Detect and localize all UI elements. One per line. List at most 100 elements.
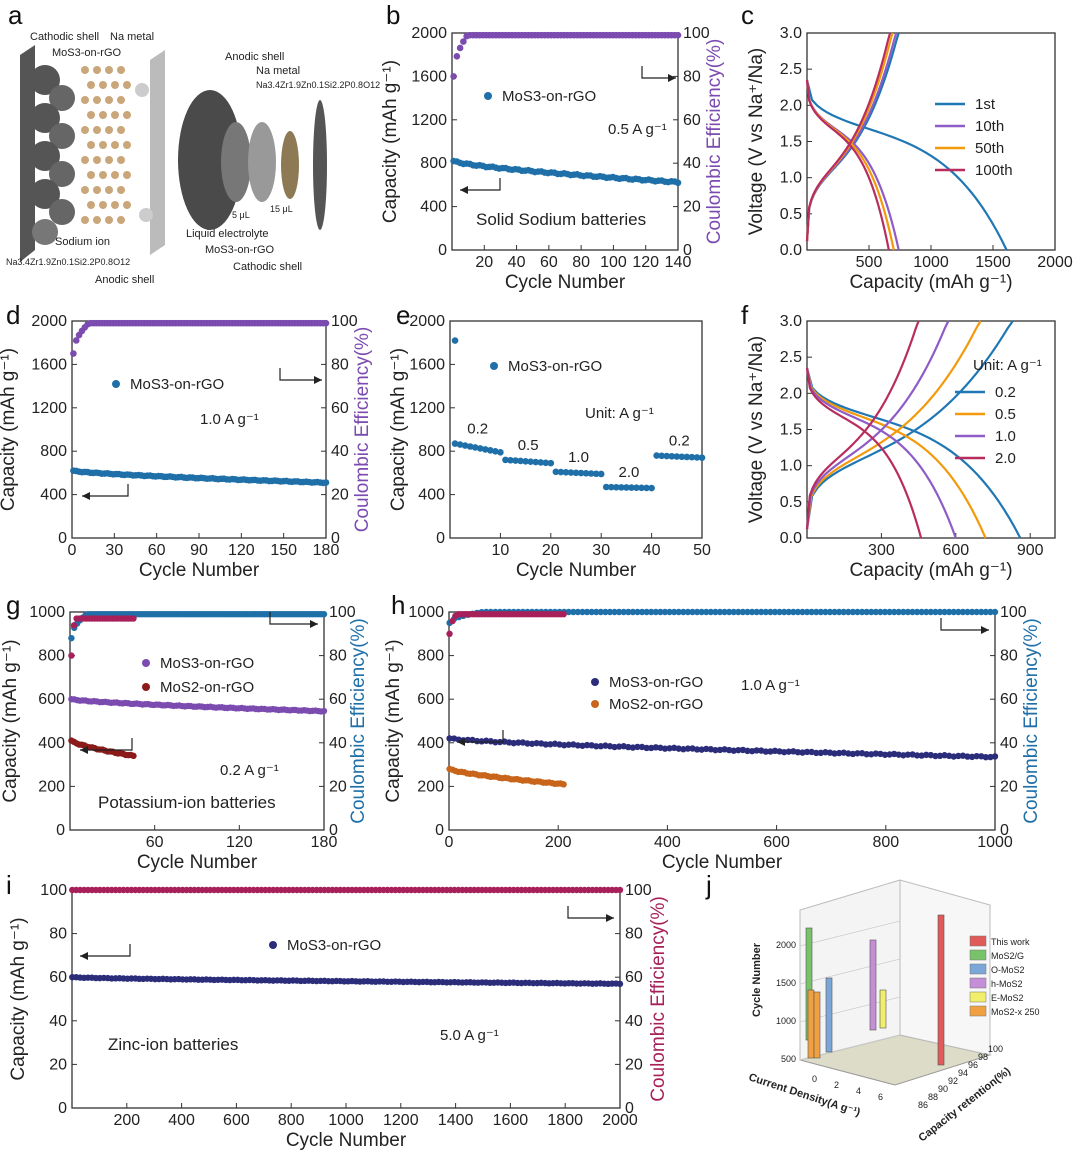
- data-point: [72, 337, 80, 344]
- data-point: [320, 610, 328, 618]
- data-point: [320, 707, 328, 715]
- data-point: [497, 448, 504, 456]
- y2-tick-label: 100: [625, 882, 652, 899]
- legend-g-mos3-label: MoS3-on-rGO: [160, 655, 254, 672]
- segment-rate-label: 2.0: [618, 464, 639, 481]
- data-point: [597, 470, 605, 478]
- legend-swatch: [969, 991, 987, 1003]
- x-tick-label: 1800: [547, 1112, 583, 1129]
- data-point: [735, 608, 742, 616]
- legend-label-10th: 10th: [975, 118, 1004, 135]
- y-tick-label: 200: [38, 778, 65, 795]
- y-tick-label: 1600: [411, 68, 447, 85]
- y2-tick-label: 20: [331, 487, 349, 504]
- data-point: [982, 608, 990, 616]
- x-tick-label: 60: [148, 542, 166, 559]
- data-point: [909, 608, 916, 616]
- y-tick-label: 88: [928, 1092, 938, 1102]
- y-tick-label: 1200: [411, 112, 447, 129]
- x-tick-label: 300: [868, 542, 895, 559]
- legend-swatch: [969, 1005, 987, 1017]
- data-point: [533, 739, 540, 747]
- data-point: [744, 608, 751, 616]
- data-point: [849, 608, 857, 616]
- legend-h-mos3-marker: [591, 678, 599, 686]
- y-tick-label: 0: [58, 530, 67, 547]
- segment-rate-label: 0.5: [518, 437, 539, 454]
- data-point: [767, 608, 774, 616]
- data-point: [456, 441, 464, 448]
- y2-tick-label: 40: [625, 1013, 643, 1030]
- data-point: [762, 748, 770, 755]
- data-point: [658, 452, 665, 460]
- legend-label-2.0: 2.0: [995, 450, 1016, 467]
- y2-tick-label: 40: [329, 735, 347, 752]
- data-point: [532, 458, 539, 466]
- data-point: [476, 445, 484, 452]
- data-point: [863, 608, 870, 616]
- legend-d-label: MoS3-on-rGO: [130, 376, 224, 393]
- y2-tick-label: 80: [1000, 648, 1018, 665]
- y-tick-label: 800: [420, 155, 447, 172]
- data-point: [570, 608, 577, 616]
- data-point: [565, 741, 572, 748]
- arrow-right-axis-head: [310, 620, 318, 628]
- y2-tick-label: 60: [683, 112, 701, 129]
- legend-label: E-MoS2: [991, 993, 1024, 1003]
- y-tick-label: 0: [436, 530, 445, 547]
- y-tick-label: 1000: [408, 604, 444, 621]
- data-point: [881, 608, 889, 616]
- x-tick-label: 1000: [913, 254, 949, 271]
- data-point: [611, 743, 618, 751]
- charge-curve-0.2: [805, 320, 1014, 530]
- plot-frame: [71, 320, 327, 539]
- data-point: [602, 483, 610, 491]
- y-tick-label: 96: [968, 1060, 978, 1070]
- data-point: [945, 608, 953, 616]
- data-point: [593, 743, 600, 750]
- z-tick-label: 500: [781, 1054, 796, 1064]
- x-tick-label: 2000: [1037, 254, 1073, 271]
- y-tick-label: 1600: [409, 356, 445, 373]
- panel-c-chart: c 500 1000 1500 2000 0.0 0.5 1.0 1.5 2.0 2.5 3.0 Cap…: [741, 0, 1073, 293]
- data-point: [689, 608, 696, 616]
- y2-tick-label: 80: [683, 68, 701, 85]
- y-tick-label: 800: [38, 648, 65, 665]
- y-tick-label: 1000: [29, 604, 65, 621]
- annotation-unit: Unit: A g⁻¹: [585, 405, 654, 422]
- legend-swatch: [969, 949, 987, 961]
- y-tick-label: 92: [948, 1076, 958, 1086]
- y2-tick-label: 0: [625, 1100, 634, 1117]
- label-anodic-shell: Anodic shell: [95, 274, 154, 286]
- data-point: [904, 751, 912, 758]
- data-point: [955, 752, 962, 760]
- y2-axis-label: Coulombic Efficiency(%): [648, 896, 669, 1102]
- data-point: [527, 458, 534, 465]
- bar-MoS2-x 250: [807, 989, 815, 1059]
- data-point: [634, 743, 641, 751]
- data-point: [712, 746, 719, 754]
- data-point: [648, 608, 655, 616]
- data-point: [680, 608, 687, 616]
- data-point: [456, 44, 464, 52]
- x-axis-label: Cycle Number: [137, 852, 258, 873]
- data-point: [616, 980, 624, 988]
- arrow-right-axis-head: [668, 74, 676, 82]
- y-tick-label: 1200: [31, 400, 67, 417]
- legend-label-1st: 1st: [975, 96, 996, 113]
- data-point: [524, 740, 531, 747]
- data-point: [70, 350, 77, 357]
- panel-label-a: a: [8, 0, 23, 30]
- data-point: [845, 608, 852, 616]
- y-tick-label: 2.5: [780, 61, 802, 78]
- legend-swatch: [969, 935, 987, 947]
- data-point: [799, 608, 806, 616]
- plot-frame: [449, 320, 703, 539]
- nzsp-disc: [248, 122, 276, 202]
- data-point: [618, 484, 625, 491]
- label-mos3: MoS3-on-rGO: [52, 47, 122, 59]
- data-point: [552, 468, 560, 476]
- legend-title: Unit: A g⁻¹: [973, 357, 1042, 374]
- data-point: [900, 608, 907, 616]
- data-point: [653, 452, 660, 459]
